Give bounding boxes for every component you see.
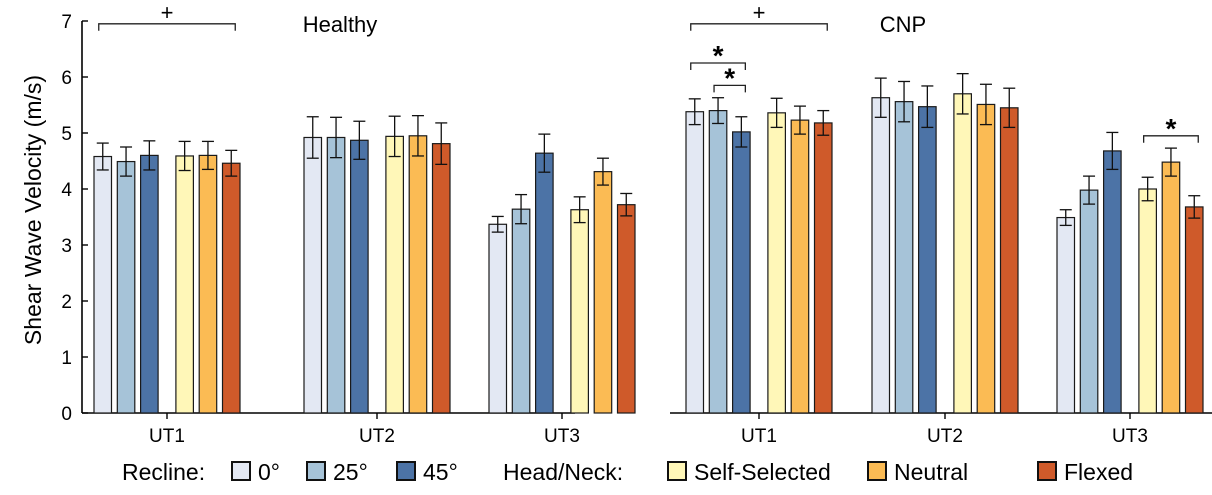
significance-bracket [690,62,746,70]
x-group-label: UT3 [1112,426,1148,447]
significance-marker: * [1165,113,1176,144]
bar-self-selected [175,155,194,414]
legend-label: 45° [423,459,458,485]
significance-bracket [713,84,746,93]
y-tick-label: 5 [61,124,72,145]
bar-recline-0 [871,97,891,414]
legend-swatch-neutral [867,461,887,481]
bar-recline-25 [511,208,531,414]
bar-neutral [1161,161,1181,414]
bar-flexed [1184,206,1204,414]
bar-flexed [221,162,241,414]
bar-self-selected [953,93,973,414]
bar-recline-25 [116,160,136,414]
significance-marker: * [724,62,735,93]
legend-group-title: Head/Neck: [503,459,623,485]
y-tick-label: 2 [61,292,72,313]
y-tick-label: 0 [61,404,72,425]
panel-title: CNP [880,12,926,37]
bar-recline-25 [326,136,346,414]
bar-recline-25 [1079,189,1099,414]
x-group-label: UT1 [741,426,777,447]
legend-label: Self-Selected [694,459,831,485]
bar-recline-45 [917,106,937,414]
bar-recline-45 [350,139,369,414]
panel-title: Healthy [303,12,378,37]
bar-flexed [431,143,451,414]
legend-group-title: Recline: [122,459,205,485]
bar-recline-0 [488,223,508,414]
legend-swatch-recline-45 [396,461,416,481]
y-tick-label: 3 [61,236,72,257]
y-tick-label: 1 [61,348,72,369]
bar-recline-45 [731,131,751,414]
bar-recline-45 [140,154,159,414]
legend-label: 25° [333,459,368,485]
legend-label: Flexed [1064,459,1133,485]
bar-recline-45 [1102,150,1122,414]
legend-swatch-self-selected [667,461,687,481]
y-tick-label: 6 [61,68,72,89]
bar-recline-0 [1056,216,1076,414]
y-tick-label: 4 [61,180,72,201]
bar-recline-0 [685,111,705,414]
bar-recline-0 [303,136,323,414]
significance-bracket [98,23,236,31]
legend-label: 0° [258,459,280,485]
x-group-label: UT1 [149,426,185,447]
bar-self-selected [767,112,787,414]
bar-flexed [999,107,1019,414]
legend-swatch-recline-25 [306,461,326,481]
bar-recline-25 [708,109,728,414]
y-tick-label: 7 [61,12,72,33]
legend: Recline: 0° 25° 45° Head/Neck: Self-Selected N… [122,459,1133,485]
significance-marker: + [161,0,174,25]
y-axis-label: Shear Wave Velocity (m/s) [20,75,46,345]
bar-recline-45 [534,152,554,414]
legend-swatch-recline-0 [231,461,251,481]
bar-neutral [408,135,428,414]
x-group-label: UT2 [927,426,963,447]
bar-neutral [976,103,996,414]
bar-neutral [593,171,613,414]
x-group-label: UT2 [359,426,395,447]
bar-self-selected [385,135,404,414]
legend-swatch-flexed [1037,461,1057,481]
bar-self-selected [1138,188,1158,414]
legend-label: Neutral [894,459,968,485]
significance-bracket [690,23,828,31]
x-group-label: UT3 [544,426,580,447]
bar-neutral [198,154,218,414]
significance-marker: + [753,0,766,25]
bar-recline-0 [93,155,113,414]
significance-bracket [1143,135,1199,143]
bar-self-selected [570,209,590,414]
bar-recline-25 [894,101,914,414]
bar-flexed [813,122,833,414]
bar-neutral [790,119,810,414]
significance-marker: * [713,40,724,71]
bar-flexed [616,204,636,414]
